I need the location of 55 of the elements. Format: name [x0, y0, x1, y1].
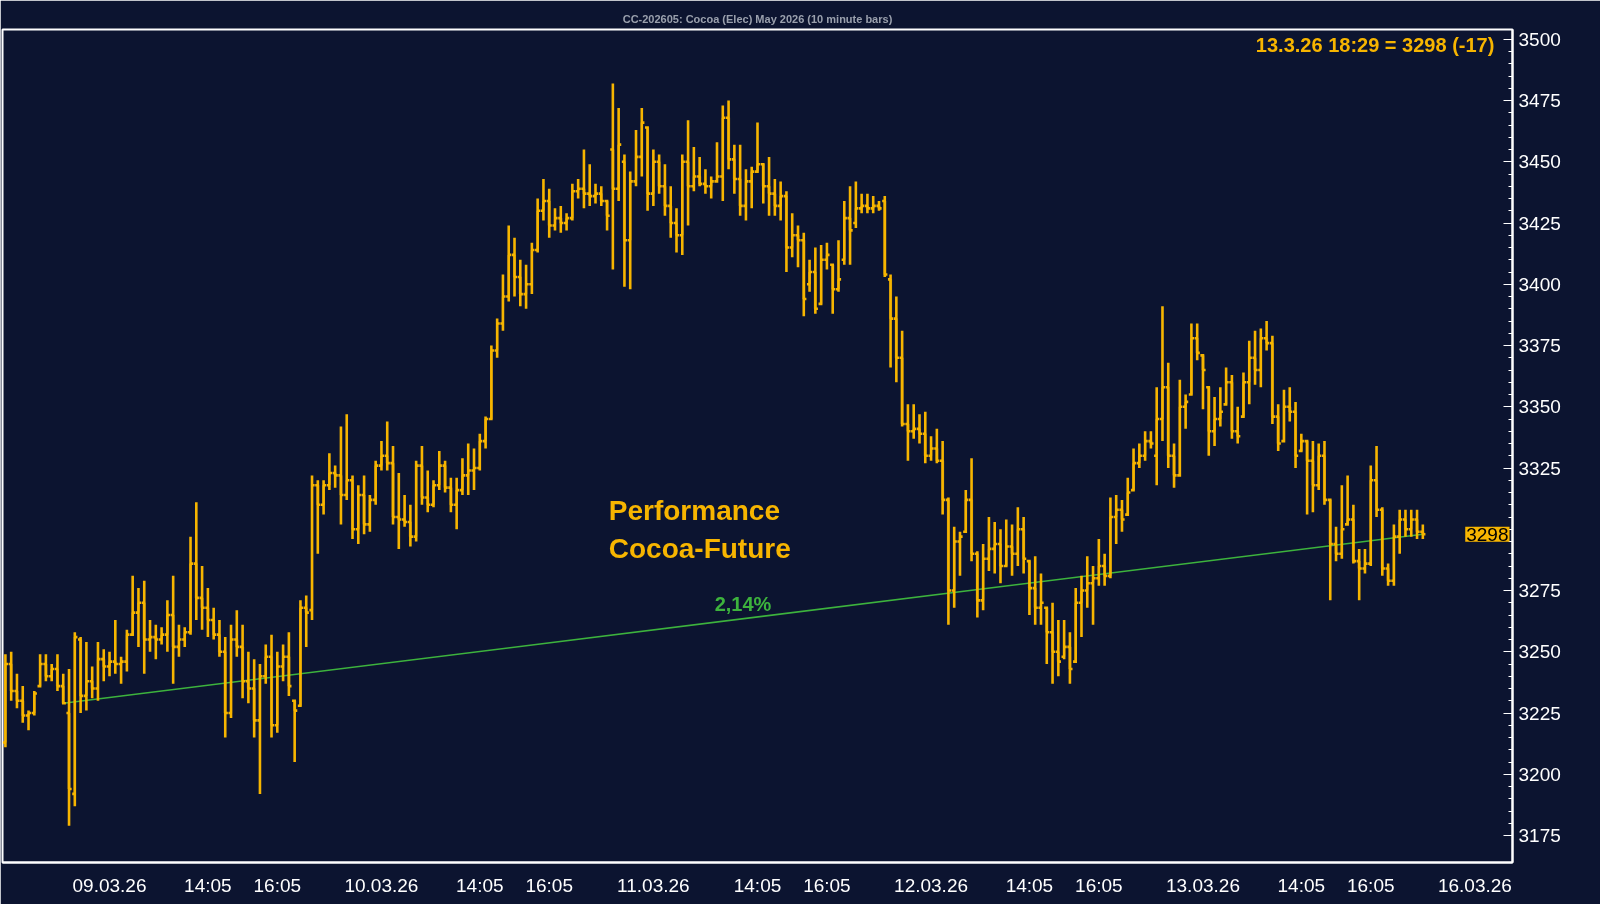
y-tick-label: 3250	[1518, 641, 1561, 663]
candlestick	[921, 410, 930, 465]
candlestick	[1309, 439, 1317, 514]
x-tick-label: 10.03.26	[344, 874, 419, 896]
candlestick	[290, 699, 299, 764]
chart-title: CC-202605: Cocoa (Elec) May 2026 (10 minute bars)	[622, 12, 893, 25]
y-tick-label: 3375	[1518, 335, 1561, 357]
y-tick-label: 3325	[1518, 457, 1561, 479]
x-tick-label: 14:05	[1277, 874, 1326, 896]
y-tick-label: 3200	[1518, 763, 1561, 785]
x-tick-label: 09.03.26	[72, 874, 147, 896]
candlestick	[267, 633, 276, 739]
candlestick	[76, 635, 85, 715]
x-tick-label: 13.03.26	[1166, 874, 1240, 896]
x-tick-label: 16:05	[253, 874, 302, 896]
y-tick-label: 3425	[1518, 212, 1561, 234]
y-tick-label: 3500	[1518, 28, 1561, 50]
candlestick	[140, 579, 149, 676]
x-tick-label: 16:05	[803, 874, 851, 896]
x-tick-label: 14:05	[184, 874, 232, 896]
x-tick-label: 14:05	[1005, 874, 1054, 896]
candlestick	[765, 155, 773, 217]
candlestick	[65, 667, 73, 828]
y-tick-label: 3175	[1518, 825, 1561, 847]
candlestick	[1199, 354, 1207, 411]
x-tick-label: 11.03.26	[617, 874, 690, 896]
annotation: 13.3.26 18:29 = 3298 (-17)	[1255, 34, 1495, 57]
x-tick-label: 16.03.26	[1437, 874, 1512, 896]
candlestick	[580, 148, 588, 210]
annotation: 3298	[1466, 523, 1509, 545]
x-tick-label: 16:05	[525, 874, 573, 896]
y-tick-label: 3275	[1518, 580, 1561, 602]
candlestick	[1204, 385, 1213, 458]
candlestick	[1413, 508, 1421, 541]
candlestick	[620, 153, 629, 289]
candlestick	[846, 185, 854, 266]
y-tick-label: 3475	[1518, 90, 1561, 112]
y-tick-label: 3400	[1518, 273, 1561, 295]
x-tick-label: 14:05	[456, 874, 504, 896]
candlestick	[643, 126, 652, 213]
x-tick-label: 14:05	[733, 874, 782, 896]
x-tick-label: 16:05	[1075, 874, 1123, 896]
annotation: Performance Cocoa-Future	[608, 495, 791, 564]
candlestick	[41, 652, 50, 683]
candlestick	[608, 82, 617, 271]
x-tick-label: 16:05	[1346, 874, 1395, 896]
candlestick	[1048, 601, 1057, 685]
y-tick-label: 3225	[1518, 702, 1561, 724]
candlestick	[880, 194, 889, 279]
y-tick-label: 3350	[1518, 396, 1561, 418]
candlestick	[1031, 554, 1040, 627]
series-label: 2,14%	[714, 592, 772, 615]
x-tick-label: 12.03.26	[894, 874, 969, 896]
candlestick	[811, 246, 820, 315]
y-tick-label: 3450	[1518, 151, 1561, 173]
